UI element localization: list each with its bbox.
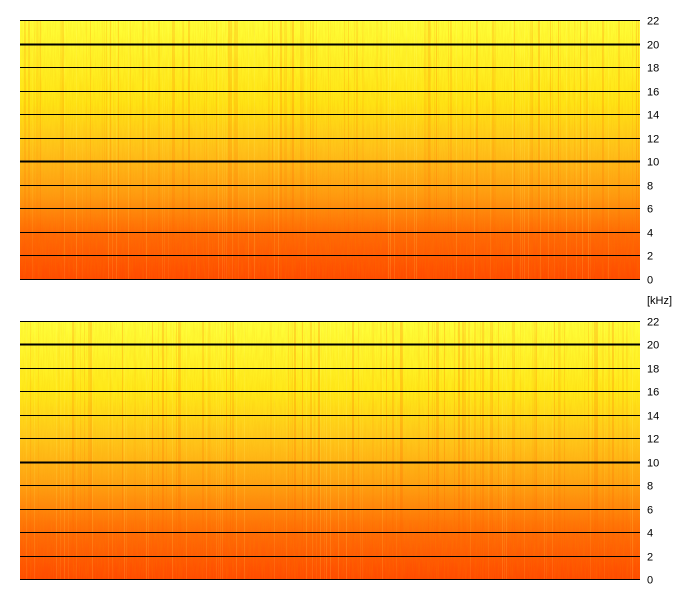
spectrogram-grain (20, 20, 640, 279)
y-tick-label: 16 (647, 387, 659, 399)
y-tick-label: 12 (647, 134, 659, 146)
y-tick-label: 18 (647, 63, 659, 75)
y-tick-label: 4 (647, 528, 653, 540)
y-tick-label: 12 (647, 434, 659, 446)
y-tick-label: 20 (647, 40, 659, 52)
y-tick-label: 8 (647, 481, 653, 493)
spectrogram-grain (20, 321, 640, 579)
y-tick-label: 6 (647, 204, 653, 216)
y-tick-label: 6 (647, 505, 653, 517)
y-tick-label: 18 (647, 364, 659, 376)
y-tick-label: 0 (647, 275, 653, 287)
y-tick-label: 0 (647, 575, 653, 587)
spectrogram-top-channel: 0 2 4 6 8 10 12 14 16 18 20 22 (20, 16, 659, 287)
y-tick-label: 10 (647, 157, 659, 169)
y-tick-label: 2 (647, 552, 653, 564)
y-tick-label: 2 (647, 251, 653, 263)
y-tick-label: 4 (647, 228, 653, 240)
y-tick-label: 16 (647, 87, 659, 99)
y-tick-label: 14 (647, 411, 659, 423)
spectrogram-bottom-channel: 0 2 4 6 8 10 12 14 16 18 20 22 (20, 317, 659, 587)
y-tick-label: 8 (647, 181, 653, 193)
y-tick-label: 20 (647, 340, 659, 352)
y-tick-label: 10 (647, 458, 659, 470)
y-tick-label: 22 (647, 16, 659, 28)
frequency-unit-label: [kHz] (647, 295, 672, 307)
y-tick-label: 22 (647, 317, 659, 329)
y-tick-label: 14 (647, 110, 659, 122)
